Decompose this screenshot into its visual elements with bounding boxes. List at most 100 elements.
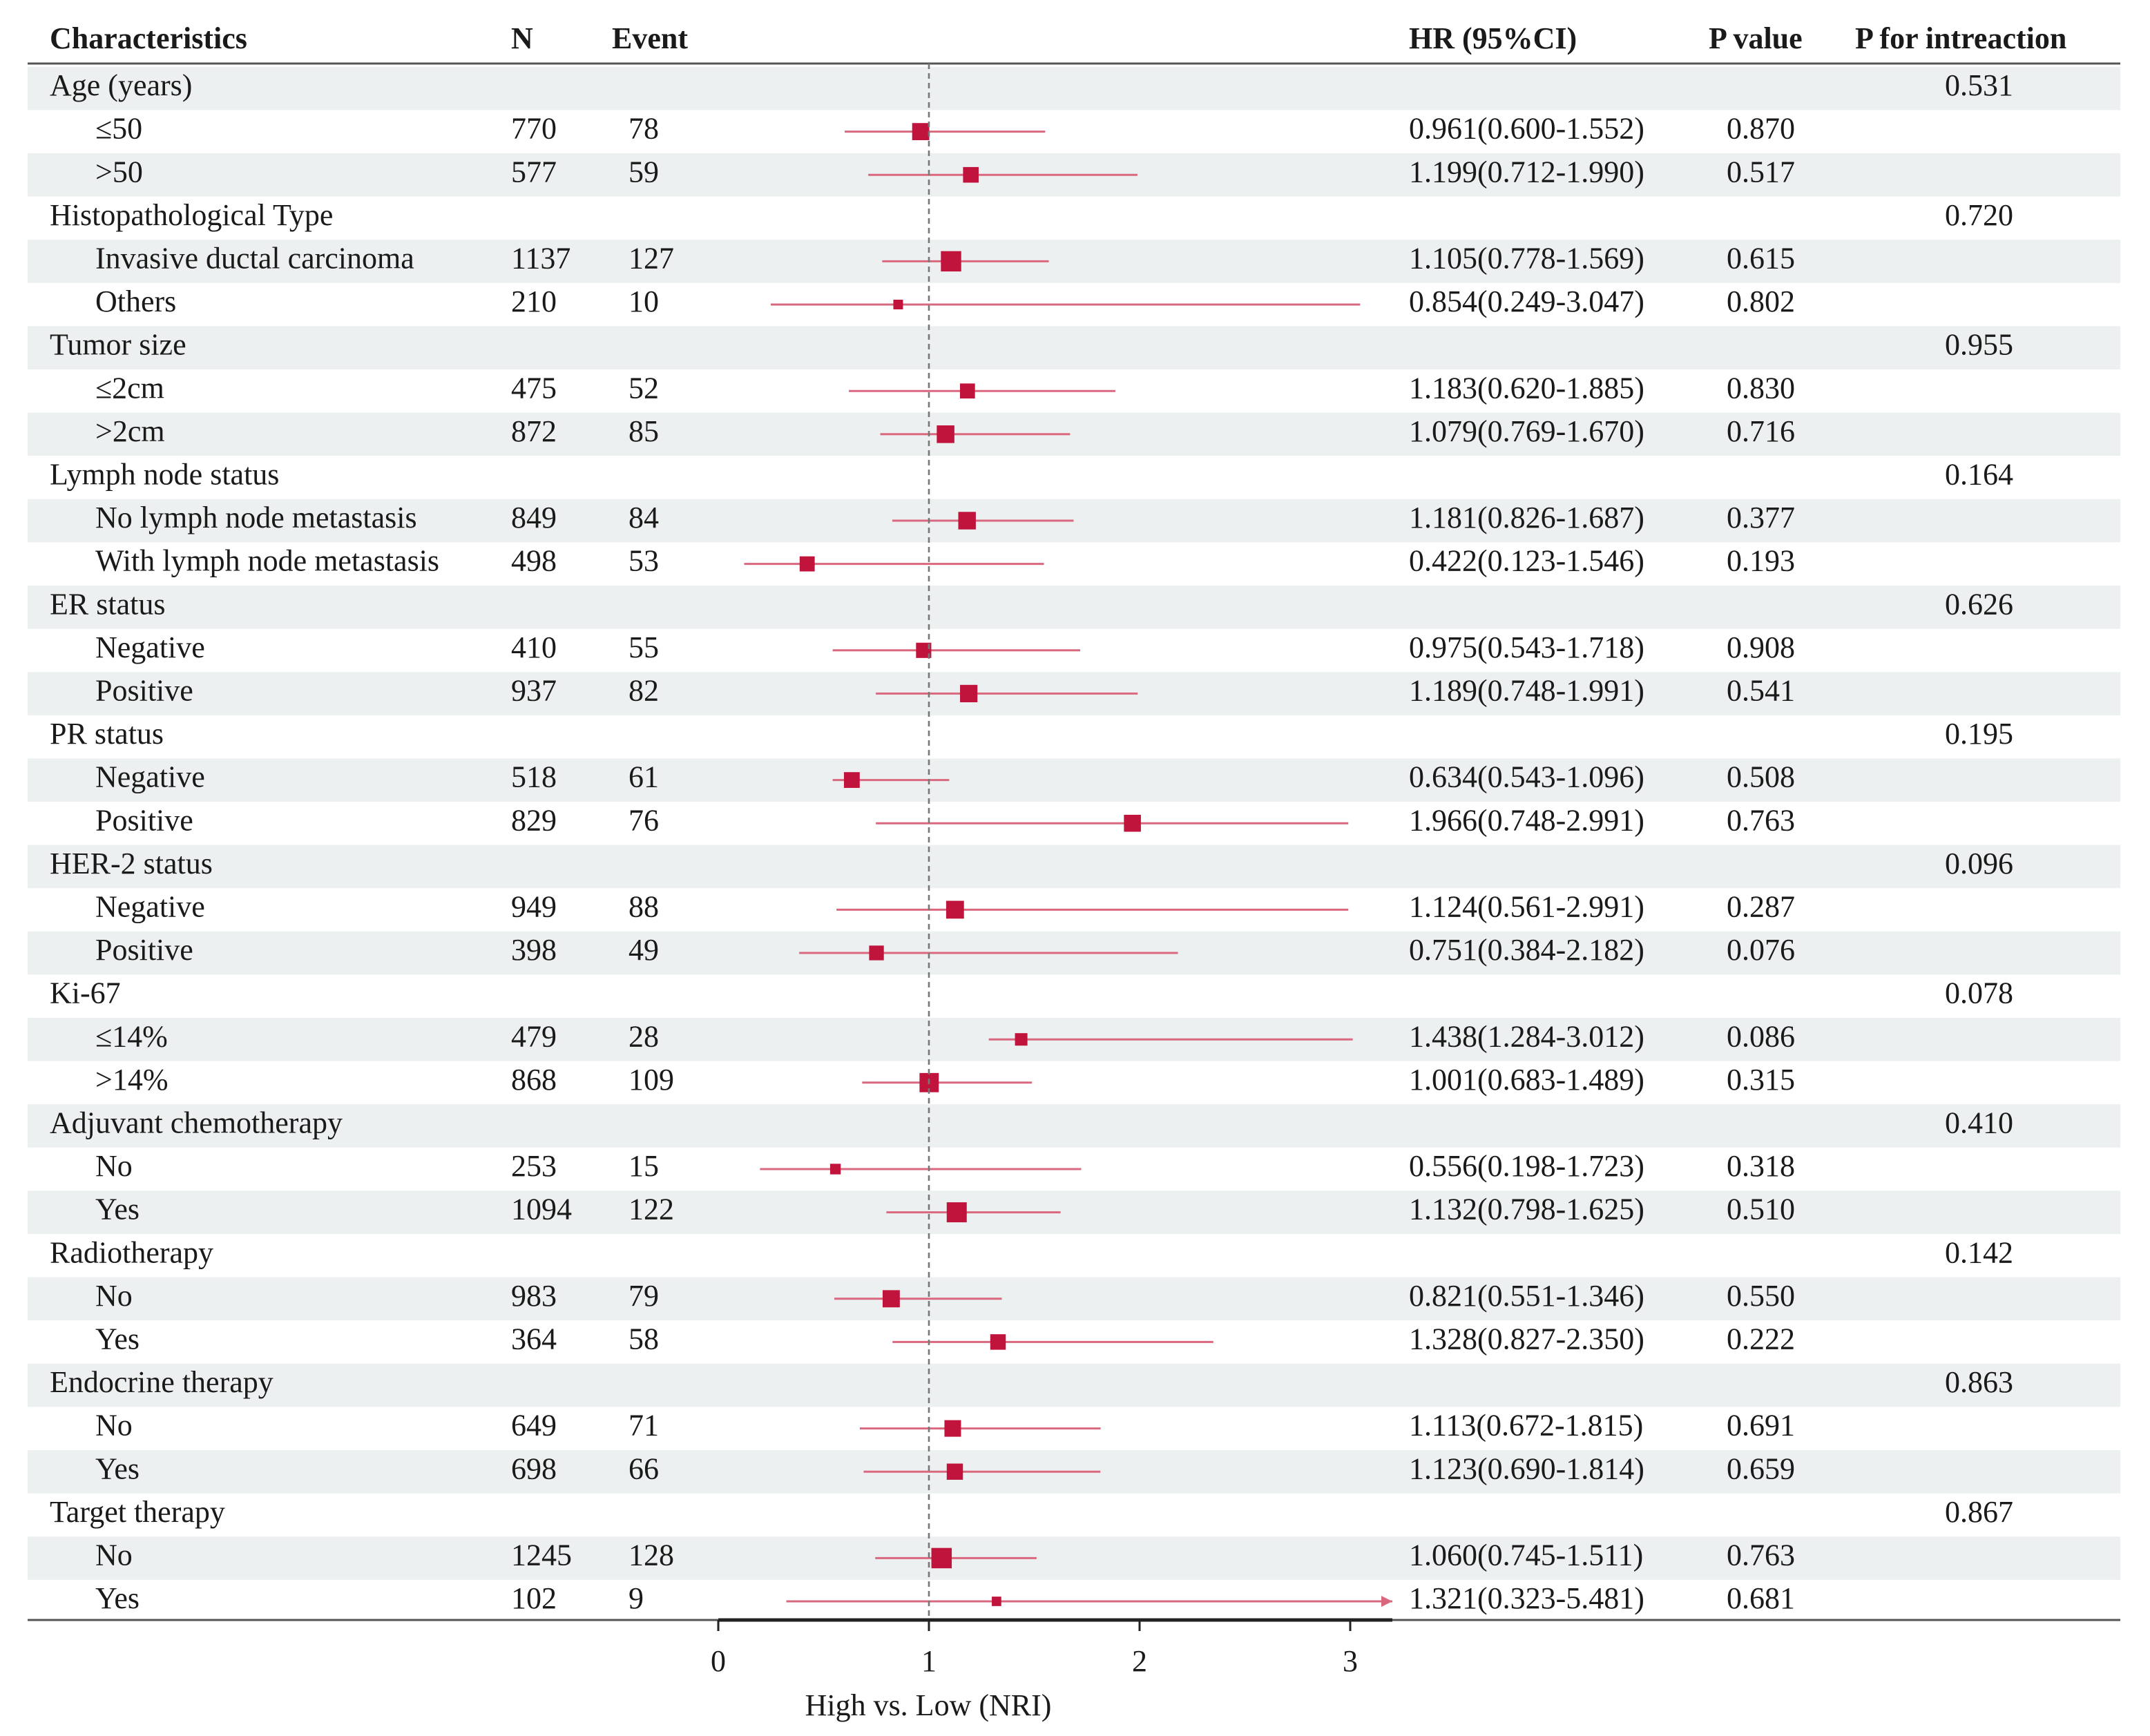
event-value: 55 <box>628 630 659 664</box>
event-value: 71 <box>628 1409 659 1443</box>
event-value: 78 <box>628 112 659 146</box>
event-value: 109 <box>628 1063 674 1097</box>
p-interaction: 0.078 <box>1945 976 2013 1010</box>
hr-box <box>1124 814 1141 832</box>
subgroup-label: Negative <box>95 889 205 923</box>
event-value: 84 <box>628 501 659 534</box>
p-value: 0.550 <box>1727 1279 1795 1313</box>
hr-label: 0.422(0.123-1.546) <box>1409 544 1644 578</box>
hr-label: 1.113(0.672-1.815) <box>1409 1409 1643 1443</box>
group-label: Lymph node status <box>50 457 279 491</box>
event-value: 58 <box>628 1322 659 1356</box>
subgroup-label: Yes <box>95 1322 140 1356</box>
p-value: 0.908 <box>1727 630 1795 664</box>
event-value: 10 <box>628 284 659 318</box>
hr-label: 0.854(0.249-3.047) <box>1409 284 1644 318</box>
p-interaction: 0.142 <box>1945 1235 2013 1269</box>
subgroup-label: No <box>95 1409 133 1443</box>
hr-box <box>946 1202 967 1223</box>
n-value: 949 <box>511 889 557 923</box>
hr-box <box>963 166 979 183</box>
hr-label: 1.321(0.323-5.481) <box>1409 1581 1644 1615</box>
hr-box <box>959 383 975 399</box>
event-value: 88 <box>628 889 659 923</box>
p-value: 0.615 <box>1727 241 1795 275</box>
hr-box <box>882 1290 900 1308</box>
hr-box <box>944 1420 961 1437</box>
p-value: 0.681 <box>1727 1581 1795 1615</box>
event-value: 59 <box>628 155 659 189</box>
n-value: 398 <box>511 933 557 967</box>
hr-box <box>958 512 976 530</box>
p-value: 0.318 <box>1727 1149 1795 1183</box>
group-label: Ki-67 <box>50 976 121 1010</box>
subgroup-label: >50 <box>95 155 143 189</box>
hr-box <box>1015 1033 1028 1046</box>
n-value: 983 <box>511 1279 557 1313</box>
p-value: 0.763 <box>1727 1538 1795 1572</box>
subgroup-label: Negative <box>95 760 205 794</box>
group-label: Radiotherapy <box>50 1235 213 1269</box>
n-value: 868 <box>511 1063 557 1097</box>
hr-box <box>843 772 860 789</box>
p-value: 0.830 <box>1727 371 1795 405</box>
n-value: 698 <box>511 1452 557 1485</box>
hr-box <box>937 425 954 443</box>
subgroup-label: Yes <box>95 1581 140 1615</box>
subgroup-label: No <box>95 1149 133 1183</box>
x-tick-label: 2 <box>1132 1644 1147 1678</box>
p-value: 0.510 <box>1727 1193 1795 1226</box>
p-interaction: 0.096 <box>1945 847 2013 880</box>
group-label: Target therapy <box>50 1495 225 1529</box>
n-value: 1245 <box>511 1538 572 1572</box>
group-label: PR status <box>50 717 164 751</box>
event-value: 128 <box>628 1538 674 1572</box>
p-value: 0.377 <box>1727 501 1795 534</box>
p-interaction: 0.720 <box>1945 198 2013 232</box>
group-label: ER status <box>50 587 165 621</box>
subgroup-label: >14% <box>95 1063 168 1097</box>
p-interaction: 0.955 <box>1945 328 2013 362</box>
n-value: 872 <box>511 414 557 448</box>
hr-label: 1.079(0.769-1.670) <box>1409 414 1644 448</box>
header-characteristics: Characteristics <box>50 21 247 55</box>
row-stripe <box>28 758 2120 802</box>
header-hr: HR (95%CI) <box>1409 21 1577 55</box>
ci-arrow <box>1381 1596 1392 1607</box>
subgroup-label: >2cm <box>95 414 165 448</box>
subgroup-label: Yes <box>95 1193 140 1226</box>
row-stripe <box>28 499 2120 543</box>
subgroup-label: No lymph node metastasis <box>95 501 417 534</box>
group-label: Age (years) <box>50 68 192 102</box>
event-value: 122 <box>628 1193 674 1226</box>
event-value: 52 <box>628 371 659 405</box>
n-value: 770 <box>511 112 557 146</box>
p-value: 0.517 <box>1727 155 1795 189</box>
n-value: 849 <box>511 501 557 534</box>
subgroup-label: ≤50 <box>95 112 142 146</box>
x-axis-label: High vs. Low (NRI) <box>805 1688 1052 1722</box>
hr-box <box>941 251 961 272</box>
hr-label: 0.975(0.543-1.718) <box>1409 630 1644 664</box>
row-stripe <box>28 66 2120 110</box>
n-value: 498 <box>511 544 557 578</box>
subgroup-label: Positive <box>95 933 193 967</box>
subgroup-label: ≤2cm <box>95 371 164 405</box>
event-value: 49 <box>628 933 659 967</box>
hr-label: 0.961(0.600-1.552) <box>1409 112 1644 146</box>
p-interaction: 0.410 <box>1945 1106 2013 1139</box>
subgroup-label: Others <box>95 284 176 318</box>
group-label: Histopathological Type <box>50 198 333 232</box>
x-tick-label: 0 <box>711 1644 726 1678</box>
hr-box <box>893 299 903 310</box>
hr-box <box>946 900 964 919</box>
n-value: 475 <box>511 371 557 405</box>
event-value: 53 <box>628 544 659 578</box>
hr-label: 1.328(0.827-2.350) <box>1409 1322 1644 1356</box>
hr-label: 1.105(0.778-1.569) <box>1409 241 1644 275</box>
hr-box <box>916 642 932 658</box>
event-value: 85 <box>628 414 659 448</box>
row-stripe <box>28 412 2120 456</box>
p-value: 0.659 <box>1727 1452 1795 1485</box>
